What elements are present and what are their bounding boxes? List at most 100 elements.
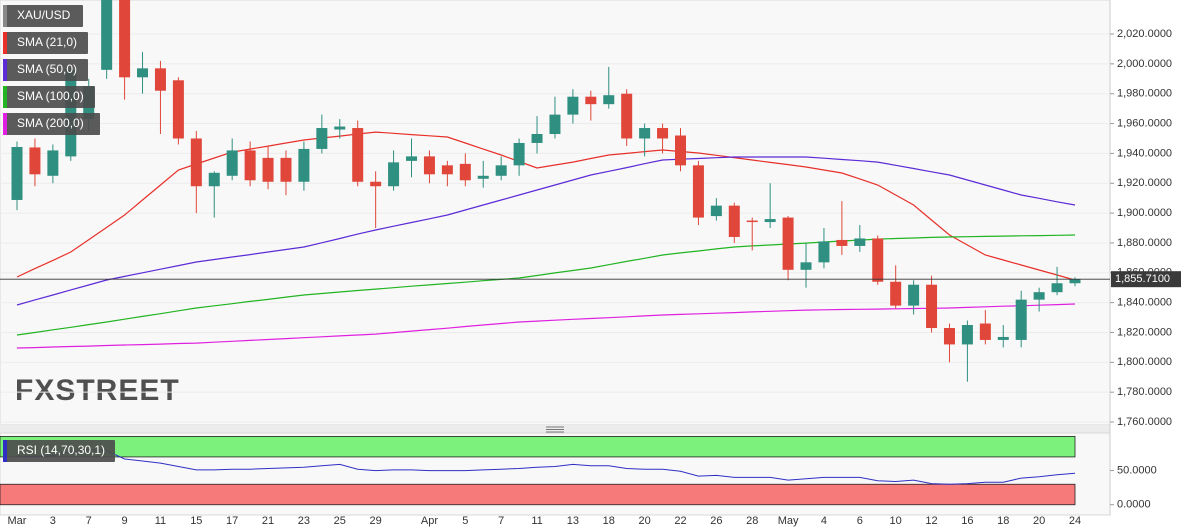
candle-body: [298, 148, 310, 182]
candle-body: [47, 150, 59, 176]
legend-box: [3, 440, 115, 462]
sma-line: [16, 303, 1076, 349]
rsi-line: [16, 448, 1076, 485]
candle-body: [621, 93, 633, 139]
x-tick-label: 18: [997, 515, 1009, 527]
candle-body: [872, 238, 884, 282]
candle-body: [1033, 292, 1045, 300]
legend-box: [3, 32, 88, 54]
y-tick-label: 1,780.0000: [1117, 386, 1172, 398]
y-tick-label: 1,960.0000: [1117, 117, 1172, 129]
main-panel: [0, 0, 1111, 426]
y-tick-label: 1,920.0000: [1117, 177, 1172, 189]
x-tick-label: 6: [857, 515, 863, 527]
rsi-plot: [0, 436, 1076, 506]
candle-body: [172, 80, 184, 139]
candle-body: [477, 175, 489, 179]
y-tick-label: 1,800.0000: [1117, 356, 1172, 368]
candle-body: [495, 165, 507, 176]
candle-body: [208, 172, 220, 187]
candle-body: [29, 147, 41, 175]
candle-body: [836, 239, 848, 246]
legend-swatch: [3, 5, 7, 27]
candle-body: [119, 0, 131, 78]
candle-body: [692, 165, 704, 218]
last-price-box: [1111, 271, 1181, 288]
candle-body: [101, 0, 113, 70]
y-tick-label: 1,840.0000: [1117, 297, 1172, 309]
x-tick-label: 7: [498, 515, 504, 527]
candle-body: [316, 128, 328, 149]
y-tick-label: 2,000.0000: [1117, 58, 1172, 70]
last-price-label: 1,855.7100: [1115, 273, 1170, 285]
x-tick-label: 11: [155, 515, 166, 527]
candle-body: [137, 68, 149, 78]
x-tick-label: 20: [639, 515, 651, 527]
candle-body: [728, 205, 740, 237]
y-tick-label: 0.0000: [1117, 499, 1151, 511]
candle-body: [782, 217, 794, 270]
candle-body: [710, 205, 722, 217]
candle-body: [890, 281, 902, 306]
candle-body: [154, 68, 166, 91]
candle-body: [979, 323, 991, 340]
y-tick-label: 1,760.0000: [1117, 416, 1172, 428]
candle-body: [674, 135, 686, 166]
x-tick-label: 24: [1069, 515, 1081, 527]
y-tick-label: 1,980.0000: [1117, 88, 1172, 100]
x-tick-label: Mar: [8, 515, 27, 527]
candle-body: [190, 138, 202, 187]
main-plot: [0, 0, 1110, 423]
x-tick-label: 7: [86, 515, 92, 527]
x-tick-label: 11: [531, 515, 542, 527]
legend-swatch: [3, 32, 7, 54]
legend-swatch: [3, 59, 7, 81]
legend-box: [3, 59, 88, 81]
candle-body: [441, 165, 453, 175]
y-tick-label: 1,820.0000: [1117, 326, 1172, 338]
candle-body: [531, 134, 543, 143]
candle-body: [459, 163, 471, 181]
candle-body: [854, 238, 866, 246]
y-tick-label: 1,940.0000: [1117, 147, 1172, 159]
x-tick-label: 21: [262, 515, 274, 527]
candle-body: [226, 150, 238, 176]
candle-body: [549, 114, 561, 135]
candle-body: [423, 156, 435, 175]
candle-body: [567, 96, 579, 115]
candle-body: [746, 220, 758, 223]
legend-box: [3, 113, 100, 135]
candle-body: [334, 126, 346, 130]
candle-body: [943, 328, 955, 345]
legend-label: RSI (14,70,30,1): [17, 443, 105, 457]
x-tick-label: 10: [890, 515, 902, 527]
candle-body: [926, 284, 938, 329]
candle-body: [1069, 279, 1081, 284]
candle-body: [11, 146, 23, 200]
candle-body: [352, 128, 364, 182]
legend-swatch: [3, 440, 7, 462]
legend-swatch: [3, 86, 7, 108]
candle-body: [818, 241, 830, 263]
x-tick-label: 12: [925, 515, 937, 527]
candle-body: [657, 128, 669, 139]
legend-label: SMA (21,0): [17, 35, 77, 49]
legend-label: SMA (50,0): [17, 62, 77, 76]
x-tick-label: 15: [190, 515, 202, 527]
overlay: 1,760.0000 1,780.0000 1,800.0000 1,820.0000…: [3, 5, 1181, 527]
legend-label: SMA (100,0): [17, 89, 84, 103]
rsi-band: [0, 483, 1076, 506]
candle-body: [1015, 299, 1027, 340]
watermark: FXSTREET: [15, 374, 180, 407]
x-tick-label: 20: [1033, 515, 1045, 527]
legend-box: [3, 5, 83, 27]
y-tick-label: 1,880.0000: [1117, 237, 1172, 249]
candle-body: [1051, 283, 1063, 293]
legend-box: [3, 86, 95, 108]
candle-body: [603, 95, 615, 105]
candle-body: [370, 181, 382, 187]
sma-line: [16, 234, 1076, 336]
candle-body: [280, 157, 292, 182]
legend-label: SMA (200,0): [17, 116, 84, 130]
